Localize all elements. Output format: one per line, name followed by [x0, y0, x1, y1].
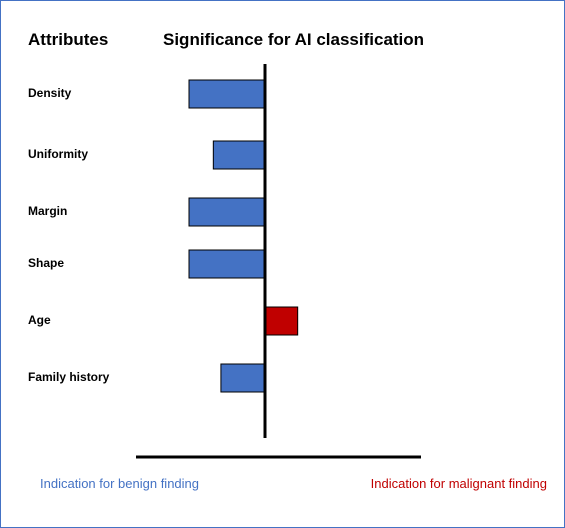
- chart-title: Significance for AI classification: [163, 30, 425, 49]
- category-label-uniformity: Uniformity: [28, 147, 88, 161]
- category-label-age: Age: [28, 313, 51, 327]
- bar-age: [264, 306, 299, 336]
- bar-density: [188, 79, 266, 109]
- category-label-shape: Shape: [28, 256, 65, 270]
- category-label-margin: Margin: [28, 204, 68, 218]
- category-label-family-history: Family history: [28, 370, 110, 384]
- bar-uniformity: [212, 140, 266, 170]
- bar-shape: [188, 249, 266, 279]
- legend-malignant: Indication for malignant finding: [370, 476, 547, 491]
- bar-margin: [188, 197, 266, 227]
- category-label-density: Density: [28, 86, 72, 100]
- attributes-header: Attributes: [28, 30, 109, 49]
- legend-benign: Indication for benign finding: [40, 476, 200, 491]
- bar-family-history: [220, 363, 266, 393]
